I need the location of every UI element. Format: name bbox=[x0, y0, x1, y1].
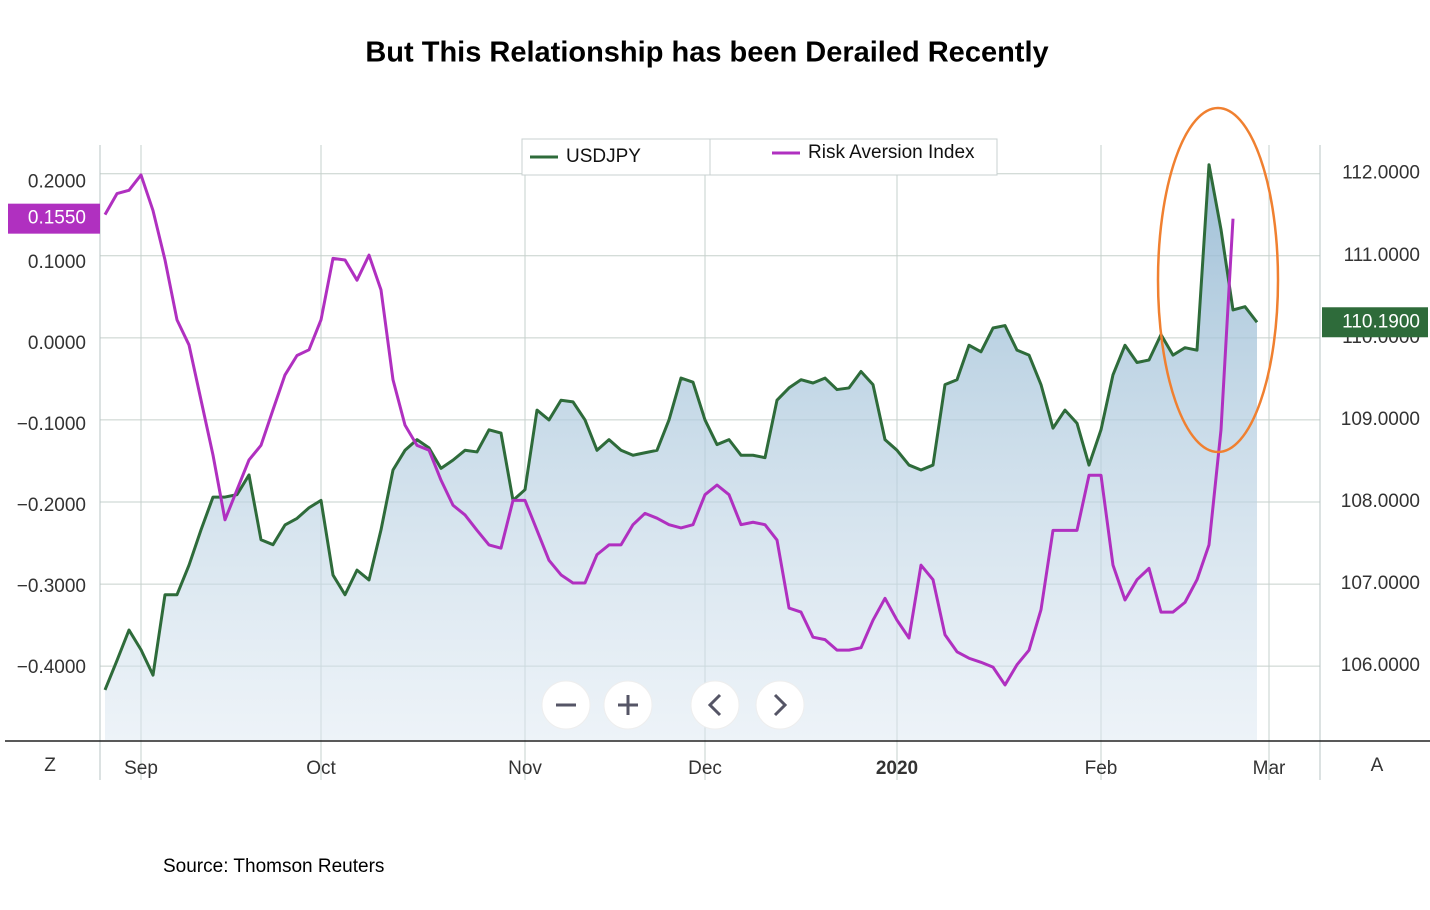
y-tick-label: 0.1000 bbox=[28, 252, 86, 273]
last-value-badge bbox=[1322, 307, 1428, 338]
last-value-label: 0.1550 bbox=[28, 208, 86, 229]
y-tick-label: −0.4000 bbox=[17, 657, 86, 678]
next-button[interactable] bbox=[755, 680, 805, 730]
area bbox=[105, 164, 1257, 741]
x-tick-label: Feb bbox=[1085, 758, 1118, 779]
y2-tick-label: 107.0000 bbox=[1341, 573, 1420, 594]
chart-title: But This Relationship has been Derailed … bbox=[365, 37, 1048, 69]
corner-button[interactable]: A bbox=[1371, 755, 1384, 776]
series-line bbox=[103, 173, 1235, 687]
x-tick-label: 2020 bbox=[876, 758, 918, 779]
y-tick-label: −0.2000 bbox=[17, 495, 86, 516]
x-tick-label: Dec bbox=[688, 758, 722, 779]
corner-button[interactable]: Z bbox=[44, 755, 56, 776]
last-value-label: 110.1900 bbox=[1342, 311, 1420, 332]
plus-icon bbox=[618, 695, 638, 715]
y-tick-label: 0.2000 bbox=[28, 171, 86, 192]
y-tick-label: 0.0000 bbox=[28, 333, 86, 354]
series-line bbox=[103, 163, 1259, 691]
legend bbox=[521, 138, 998, 176]
y-tick-label: −0.1000 bbox=[17, 414, 86, 435]
x-tick-label: Oct bbox=[306, 758, 336, 779]
legend-label: Risk Aversion Index bbox=[808, 142, 975, 163]
left-icon bbox=[707, 693, 722, 717]
right-icon bbox=[773, 693, 788, 717]
legend-label: USDJPY bbox=[566, 146, 641, 167]
y-tick-label: −0.3000 bbox=[17, 576, 86, 597]
y2-tick-label: 109.0000 bbox=[1341, 409, 1420, 430]
zoom-controls bbox=[541, 680, 805, 730]
last-value-badge bbox=[8, 203, 100, 234]
x-tick-label: Sep bbox=[124, 758, 158, 779]
y2-tick-label: 106.0000 bbox=[1341, 655, 1420, 676]
prev-button[interactable] bbox=[690, 680, 740, 730]
x-tick-label: Mar bbox=[1253, 758, 1286, 779]
y2-tick-label: 112.0000 bbox=[1342, 163, 1420, 184]
marks bbox=[103, 163, 1259, 741]
source: Source: Thomson Reuters bbox=[163, 856, 384, 877]
highlight-ellipse bbox=[1156, 106, 1280, 454]
y2-tick-label: 111.0000 bbox=[1344, 245, 1420, 266]
y2-tick-label: 108.0000 bbox=[1341, 491, 1420, 512]
x-tick-label: Nov bbox=[508, 758, 542, 779]
